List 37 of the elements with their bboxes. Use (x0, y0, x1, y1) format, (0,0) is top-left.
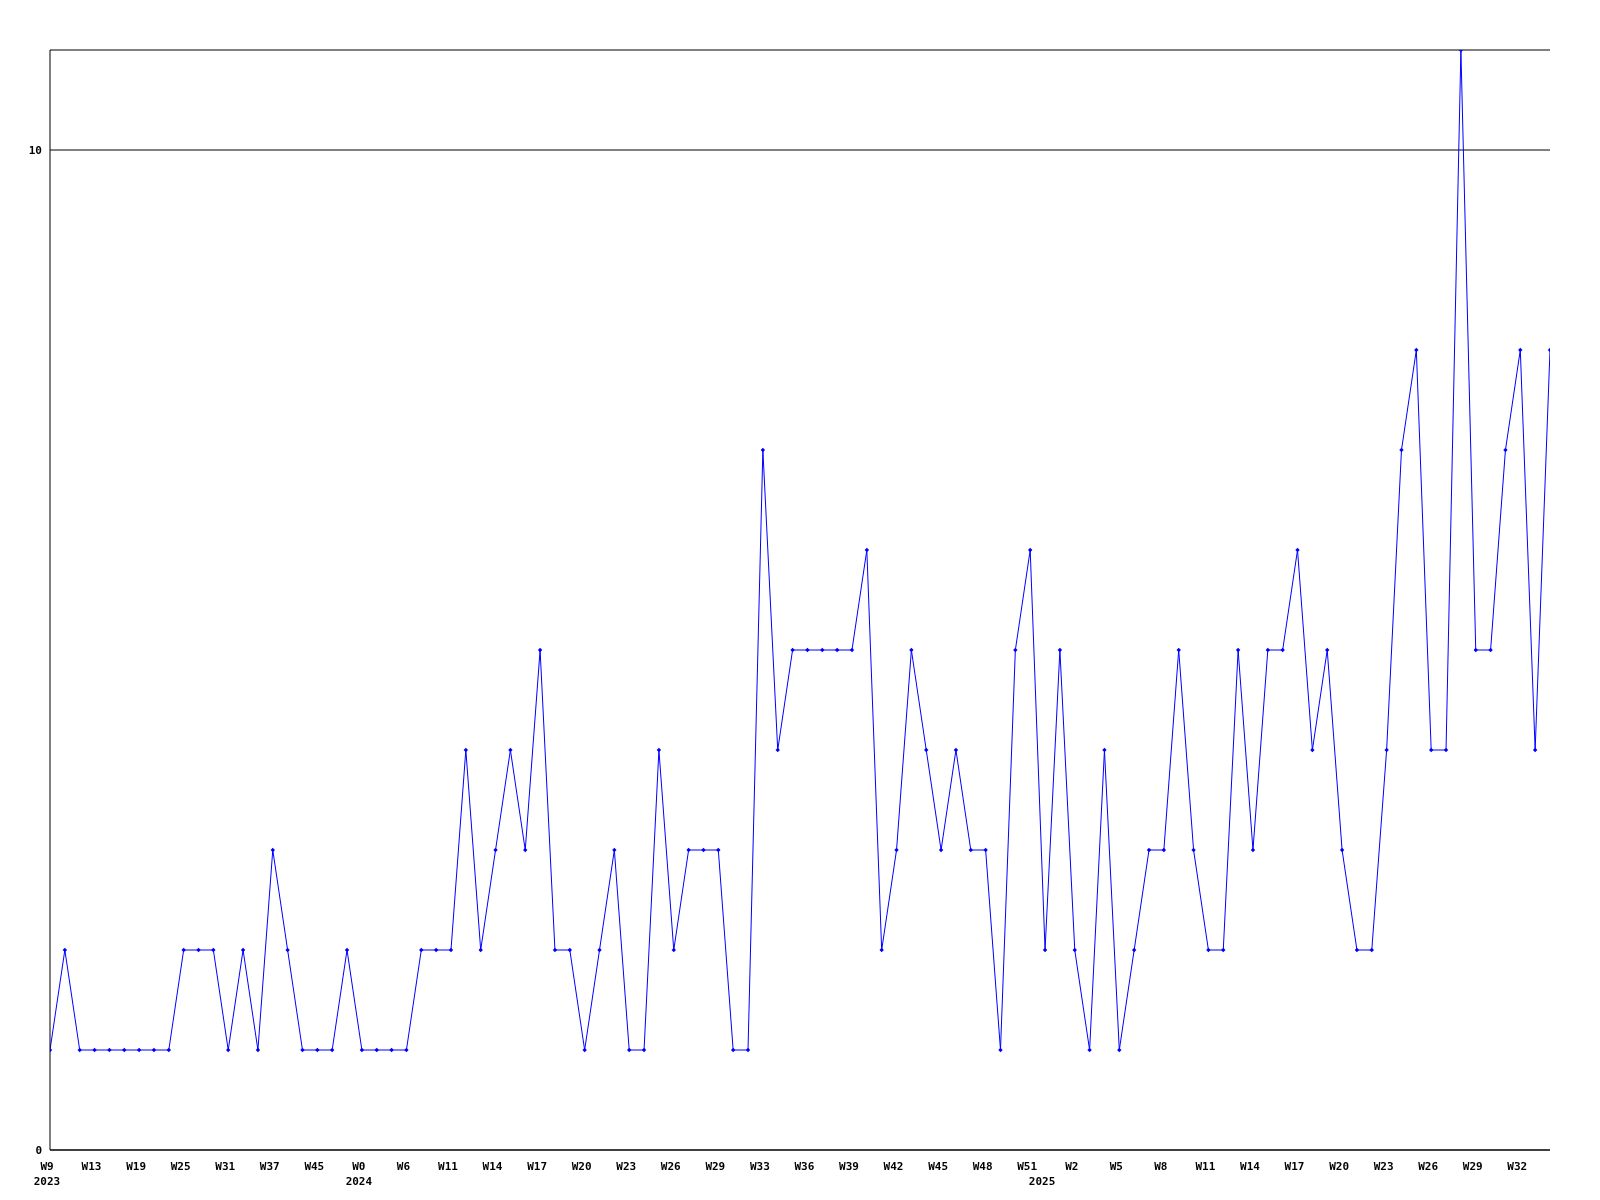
x-tick-label: W36 (794, 1159, 815, 1173)
x-tick-label: W26 (660, 1159, 682, 1173)
x-tick-label: W45 (928, 1159, 949, 1173)
x-tick-label: W33 (749, 1159, 770, 1173)
x-tick-label: W5 (1109, 1159, 1123, 1173)
x-tick-label: W23 (616, 1159, 637, 1173)
x-tick-label: W48 (972, 1159, 993, 1173)
x-tick-label: W37 (259, 1159, 280, 1173)
x-tick-label: W20 (1329, 1159, 1350, 1173)
x-tick-label: W17 (527, 1159, 548, 1173)
x-tick-label: W39 (839, 1159, 859, 1173)
x-tick-label: W23 (1373, 1159, 1394, 1173)
x-tick-label: W2 (1065, 1159, 1079, 1173)
x-tick-label: W29 (1462, 1159, 1483, 1173)
x-tick-label: W20 (571, 1159, 592, 1173)
x-tick-label: W19 (126, 1159, 147, 1173)
x-tick-label: W11 (438, 1159, 459, 1173)
x-tick-label: W0 2024 (345, 1159, 373, 1188)
x-tick-label: W9 2023 (33, 1159, 61, 1188)
x-tick-label: W8 (1154, 1159, 1168, 1173)
y-tick-label: 10 (28, 143, 42, 157)
x-tick-label: W51 (1017, 1159, 1038, 1173)
x-tick-label: W11 (1195, 1159, 1216, 1173)
x-tick-label: W6 (396, 1159, 411, 1173)
x-tick-label: 2025 (1028, 1174, 1056, 1188)
y-tick-label: 0 (35, 1143, 42, 1157)
x-tick-label: W45 (304, 1159, 325, 1173)
x-tick-label: W17 (1284, 1159, 1305, 1173)
x-tick-label: W13 (81, 1159, 102, 1173)
x-tick-label: W26 (1418, 1159, 1439, 1173)
x-tick-label: W25 (170, 1159, 191, 1173)
x-tick-label: W32 (1507, 1159, 1528, 1173)
x-tick-label: W42 (883, 1159, 904, 1173)
x-tick-label: W31 (215, 1159, 236, 1173)
x-tick-label: W14 (1240, 1159, 1261, 1173)
x-tick-label: W29 (705, 1159, 726, 1173)
x-tick-label: W14 (482, 1159, 503, 1173)
